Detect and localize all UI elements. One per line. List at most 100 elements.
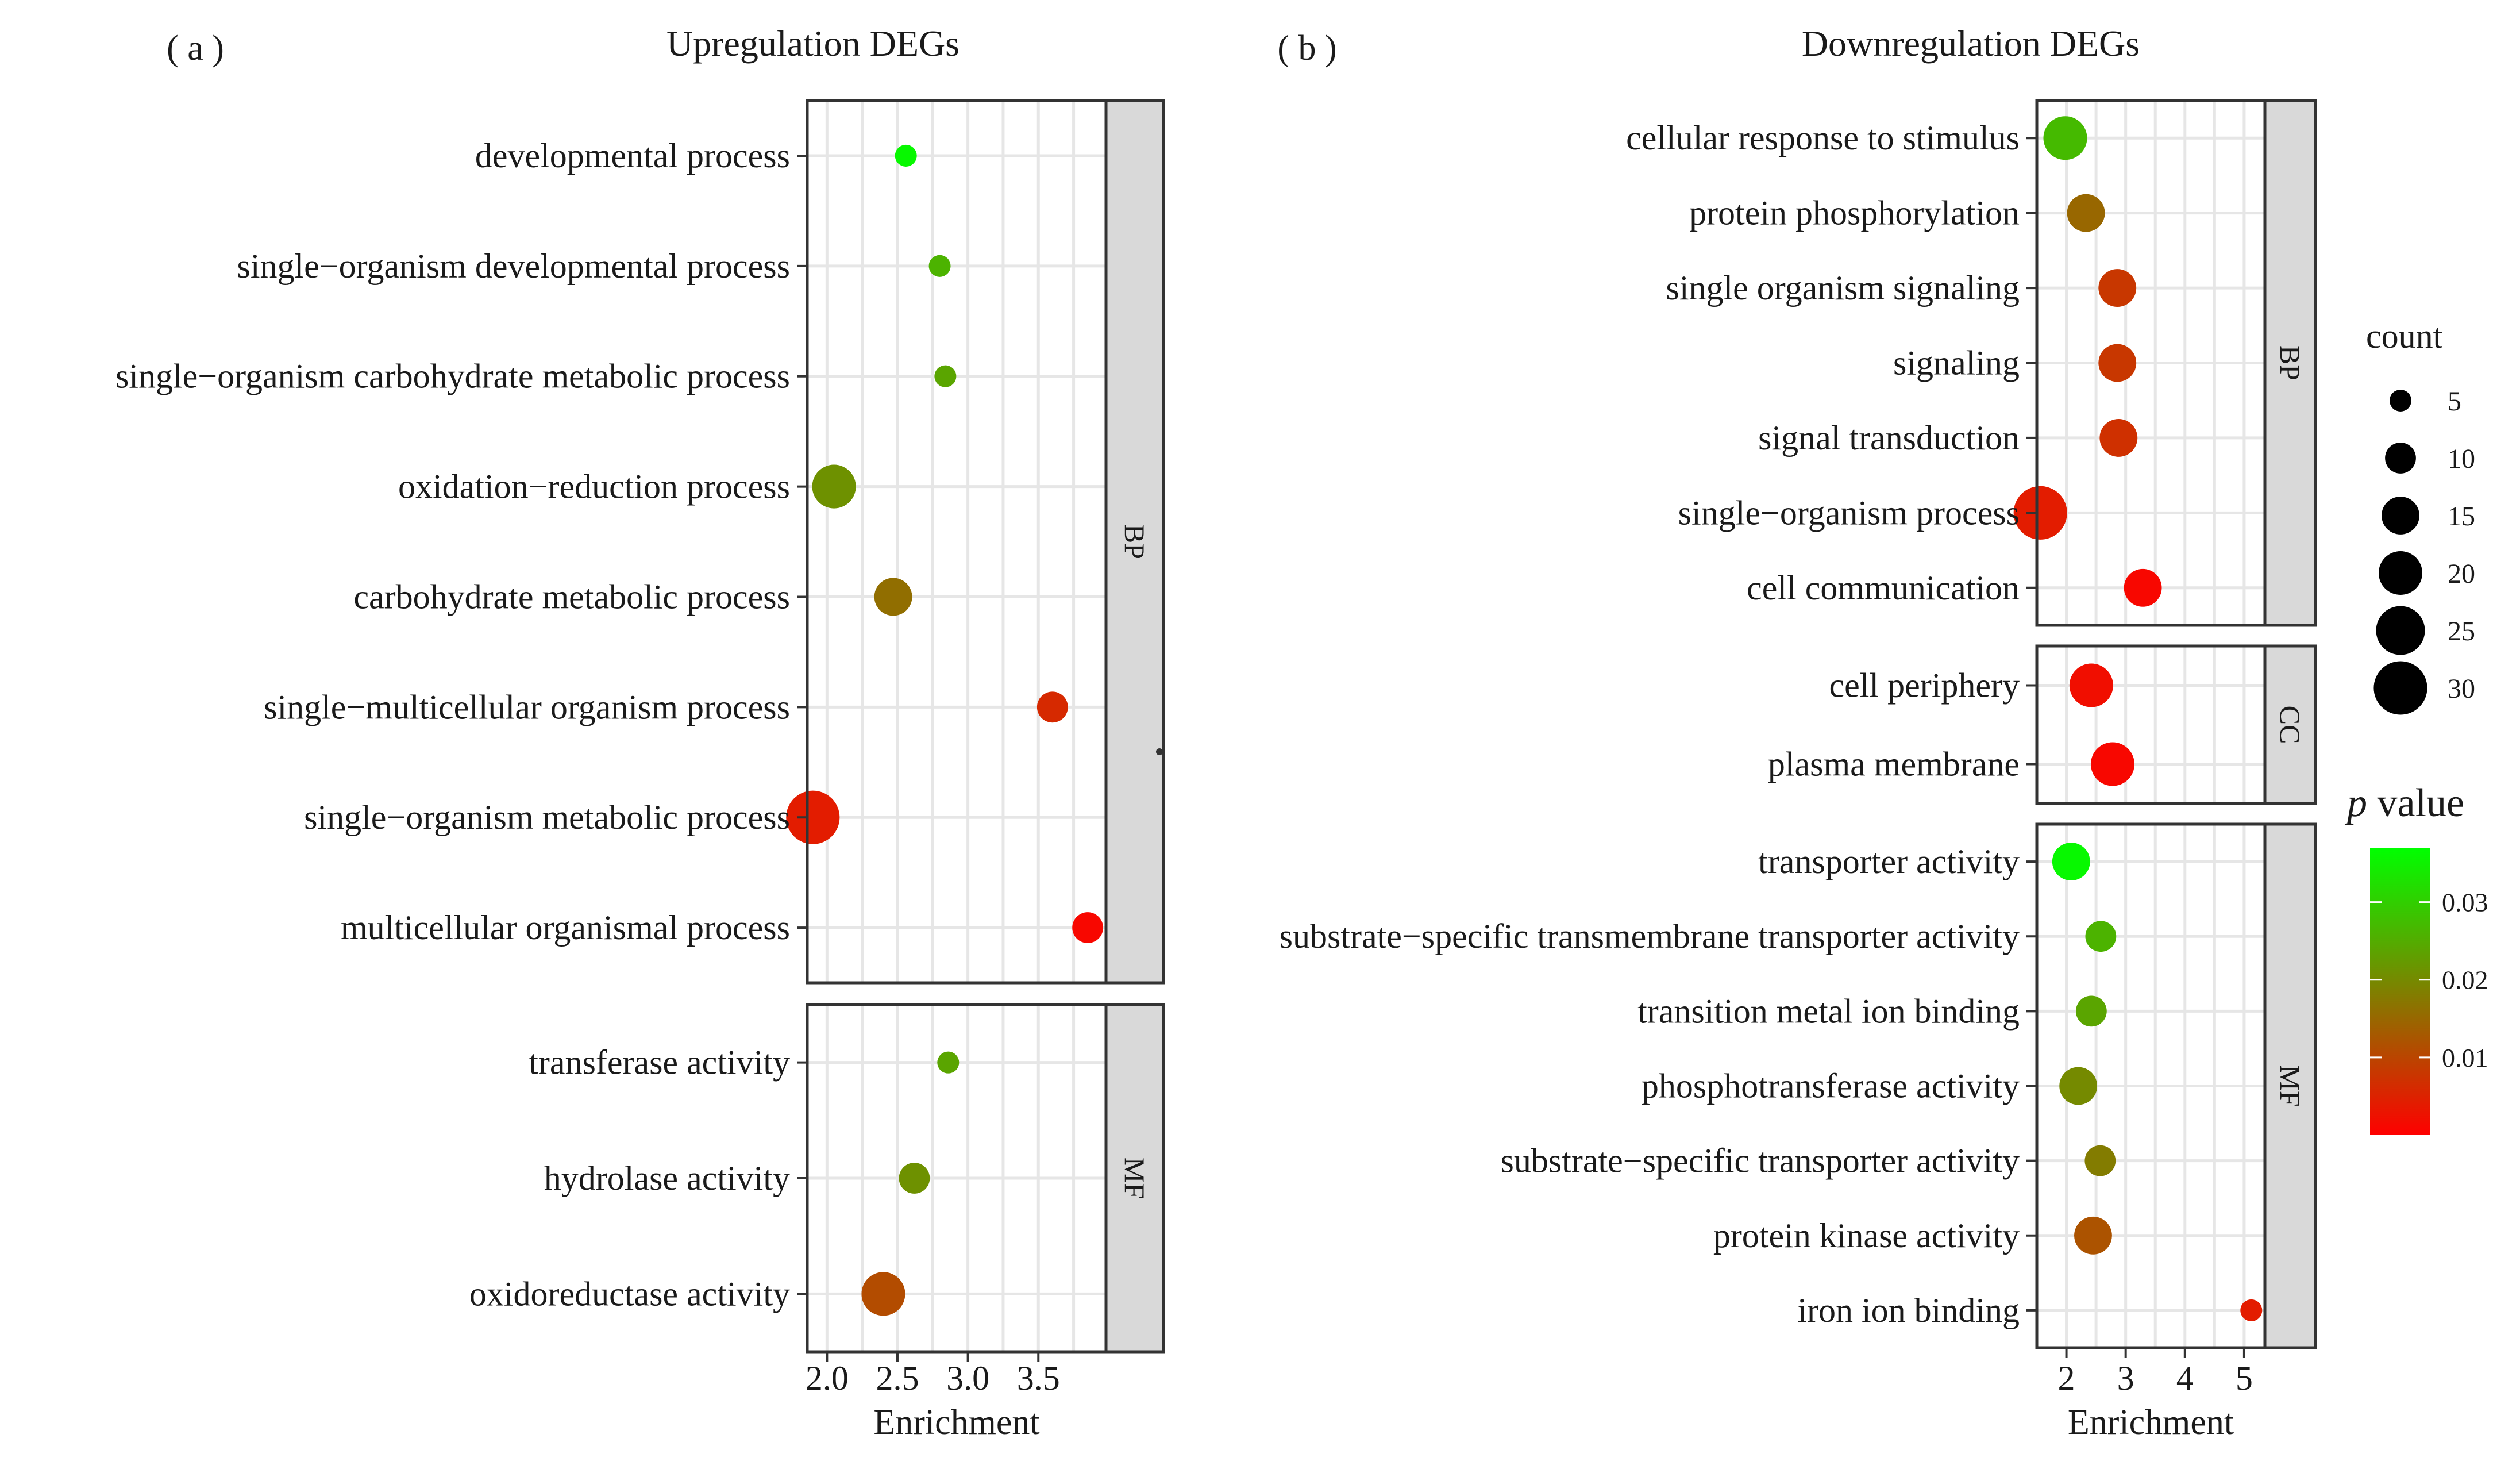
data-point-oxidoreductase-activity xyxy=(861,1272,905,1316)
data-point-transferase-activity xyxy=(937,1051,960,1074)
term-label: substrate−specific transporter activity xyxy=(1500,1142,2020,1180)
term-label: transition metal ion binding xyxy=(1637,992,2020,1030)
legend-pvalue: p value 0.03 0.02 0.01 xyxy=(2344,781,2488,1135)
legend-size-label: 20 xyxy=(2448,559,2475,589)
facet-strip-label: MF xyxy=(2274,1065,2306,1106)
data-point-developmental-process xyxy=(895,144,917,167)
facet-mf: transporter activity substrate−specific t… xyxy=(1280,822,2317,1349)
term-label: cellular response to stimulus xyxy=(1626,119,2020,157)
term-label: multicellular organismal process xyxy=(341,909,790,947)
facet-bp: cellular response to stimulus protein pho… xyxy=(1626,99,2317,627)
data-point-plasma-membrane xyxy=(2090,742,2135,786)
term-label: oxidoreductase activity xyxy=(469,1275,790,1313)
facet-strip xyxy=(2263,644,2317,805)
figure-label-b: ( b ) xyxy=(1277,29,1336,68)
figure-label-a: ( a ) xyxy=(167,29,224,68)
plot-background xyxy=(807,101,1106,983)
legend-size-label: 10 xyxy=(2448,444,2475,474)
legend-size-key xyxy=(2378,551,2423,595)
data-point-transporter-activity xyxy=(2052,843,2090,880)
x-tick-label: 3.5 xyxy=(1017,1359,1060,1397)
term-label: cell periphery xyxy=(1829,667,2020,705)
facet-strip xyxy=(1104,99,1165,985)
term-label: substrate−specific transmembrane transpo… xyxy=(1280,917,2020,955)
legend-pvalue-title-rest: value xyxy=(2367,781,2464,825)
data-point-cell-communication xyxy=(2124,568,2162,607)
term-label: plasma membrane xyxy=(1768,745,2020,783)
term-label: iron ion binding xyxy=(1797,1291,2020,1329)
term-label: single−organism developmental process xyxy=(237,247,790,285)
legend-size-label: 25 xyxy=(2448,616,2475,647)
colorbar-tick-label: 0.02 xyxy=(2442,966,2488,995)
term-label: transferase activity xyxy=(529,1044,790,1082)
term-label: hydrolase activity xyxy=(544,1159,790,1197)
facet-strip-label: CC xyxy=(2274,706,2306,744)
legend-size-label: 30 xyxy=(2448,674,2475,704)
term-label: single−organism carbohydrate metabolic p… xyxy=(115,357,790,395)
data-point-multicellular-organismal-process xyxy=(1072,912,1103,943)
legend-size-key xyxy=(2382,497,2419,535)
data-point-transition-metal-ion-binding xyxy=(2075,995,2107,1027)
x-tick-label: 4 xyxy=(2176,1359,2194,1397)
data-point-single-organism-signaling xyxy=(2098,269,2137,307)
term-label: signaling xyxy=(1893,344,2020,382)
data-point-single-multicellular-organism-process xyxy=(1036,691,1068,723)
x-tick-label: 5 xyxy=(2236,1359,2253,1397)
term-label: protein phosphorylation xyxy=(1689,194,2020,232)
facet-strip-label: BP xyxy=(1119,524,1151,559)
facet-bp: developmental process single−organism dev… xyxy=(115,99,1165,985)
data-point-iron-ion-binding xyxy=(2240,1299,2263,1321)
legend-pvalue-title: p value xyxy=(2344,781,2464,825)
legend-size-key xyxy=(2373,661,2427,715)
colorbar-tick-label: 0.03 xyxy=(2442,888,2488,917)
term-label: phosphotransferase activity xyxy=(1642,1067,2020,1105)
data-point-protein-kinase-activity xyxy=(2074,1216,2112,1255)
x-tick-label: 2.0 xyxy=(806,1359,849,1397)
data-point-single-organism-process xyxy=(2013,486,2067,540)
legend-size-key xyxy=(2385,443,2416,474)
data-point-carbohydrate-metabolic-process xyxy=(874,578,912,616)
legend-size-label: 15 xyxy=(2448,501,2475,532)
stray-dot xyxy=(1156,748,1163,755)
data-point-oxidation-reduction-process xyxy=(812,464,856,509)
chart-title: Downregulation DEGs xyxy=(1802,23,2140,64)
x-tick-label: 3 xyxy=(2117,1359,2134,1397)
data-point-hydrolase-activity xyxy=(899,1163,930,1194)
facet-strip xyxy=(2263,99,2317,627)
facet-strip xyxy=(1104,1003,1165,1354)
legend-colorbar xyxy=(2370,848,2430,1135)
x-tick-label: 2.5 xyxy=(876,1359,919,1397)
panel-b: Downregulation DEGs cellular response to … xyxy=(1280,23,2317,1442)
data-point-single-organism-carbohydrate-metabolic-process xyxy=(934,365,957,387)
facet-cc: cell periphery plasma membrane CC xyxy=(1768,644,2317,805)
data-point-cellular-response-to-stimulus xyxy=(2043,116,2087,160)
colorbar-tick-label: 0.01 xyxy=(2442,1043,2488,1072)
legend-pvalue-title-p: p xyxy=(2344,781,2367,825)
term-label: single−organism process xyxy=(1678,494,2020,532)
term-label: carbohydrate metabolic process xyxy=(353,578,790,616)
facet-mf: transferase activity hydrolase activity ox… xyxy=(469,1003,1165,1354)
data-point-signaling xyxy=(2098,344,2137,382)
panel-a: Upregulation DEGs developmental process si… xyxy=(115,23,1165,1442)
facet-strip-label: MF xyxy=(1119,1158,1151,1199)
legend-size-label: 5 xyxy=(2448,386,2461,417)
term-label: developmental process xyxy=(475,137,790,175)
term-label: signal transduction xyxy=(1758,419,2020,457)
term-label: single organism signaling xyxy=(1666,269,2020,307)
term-label: protein kinase activity xyxy=(1713,1217,2020,1255)
term-label: cell communication xyxy=(1747,569,2020,607)
x-axis-title: Enrichment xyxy=(873,1403,1039,1442)
x-tick-label: 2 xyxy=(2058,1359,2075,1397)
term-label: single−multicellular organism process xyxy=(264,688,790,726)
term-label: single−organism metabolic process xyxy=(304,798,790,836)
term-label: transporter activity xyxy=(1758,843,2020,880)
data-point-cell-periphery xyxy=(2069,663,2113,707)
data-point-substrate-specific-transmembrane-transporter-activity xyxy=(2085,921,2117,952)
data-point-protein-phosphorylation xyxy=(2067,194,2105,232)
x-axis-title: Enrichment xyxy=(2068,1403,2234,1442)
x-tick-label: 3.0 xyxy=(946,1359,989,1397)
legend-size-key xyxy=(2376,606,2425,655)
data-point-single-organism-metabolic-process xyxy=(786,790,840,844)
